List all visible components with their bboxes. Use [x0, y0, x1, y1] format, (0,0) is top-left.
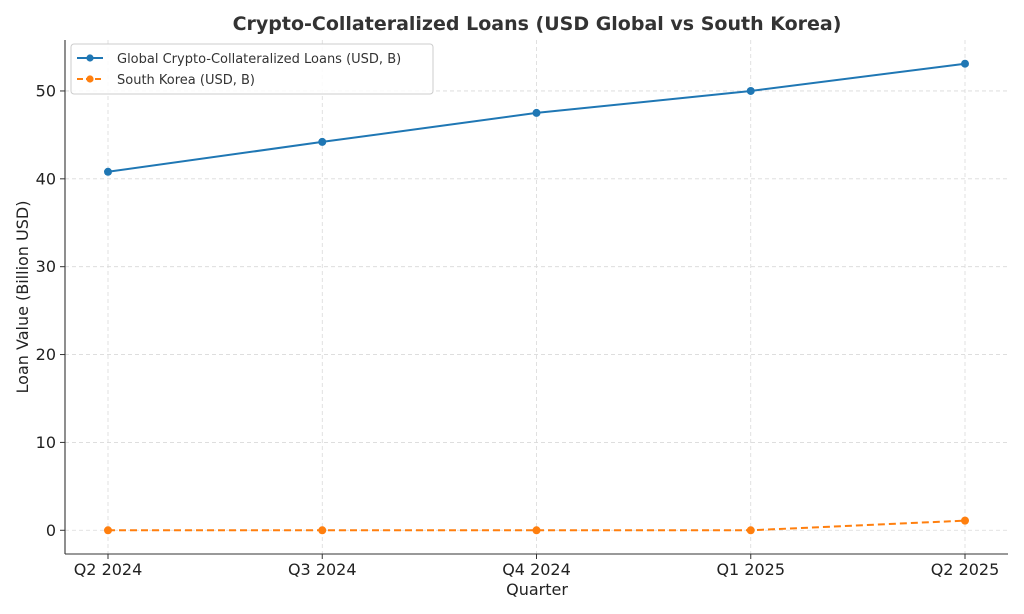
data-point-0 [532, 108, 541, 117]
data-point-0 [961, 59, 969, 68]
data-point-1 [318, 526, 327, 535]
data-point-0 [746, 86, 755, 95]
y-tick-label: 40 [36, 169, 56, 188]
y-tick-label: 0 [46, 521, 56, 540]
data-point-1 [532, 526, 541, 535]
legend-box [70, 43, 434, 95]
x-tick-label: Q2 2025 [931, 560, 1000, 579]
x-tick-label: Q3 2024 [288, 560, 357, 579]
series-layer [104, 59, 969, 535]
legend-marker-korea [86, 75, 94, 83]
x-tick-label: Q4 2024 [502, 560, 571, 579]
y-axis-label: Loan Value (Billion USD) [13, 201, 32, 394]
legend: Global Crypto-Collateralized Loans (USD,… [70, 43, 434, 95]
data-point-0 [104, 167, 112, 176]
legend-marker-global [86, 54, 94, 62]
legend-label-global: Global Crypto-Collateralized Loans (USD,… [117, 52, 401, 67]
data-point-1 [961, 516, 969, 525]
x-tick-label: Q2 2024 [74, 560, 143, 579]
data-point-1 [104, 526, 112, 535]
data-point-1 [746, 526, 755, 535]
x-tick-label: Q1 2025 [716, 560, 785, 579]
chart-title: Crypto-Collateralized Loans (USD Global … [233, 13, 842, 35]
grid-layer [65, 40, 1008, 554]
legend-label-korea: South Korea (USD, B) [117, 73, 255, 88]
axes-layer: 0 10 20 30 40 50 Q2 2024 Q3 2024 Q4 2024 Q1 2025 Q… [36, 40, 1008, 579]
y-tick-label: 30 [36, 257, 56, 276]
y-tick-label: 20 [36, 345, 56, 364]
data-point-0 [318, 137, 327, 146]
x-axis-label: Quarter [506, 580, 568, 599]
y-tick-label: 50 [36, 81, 56, 100]
y-tick-label: 10 [36, 433, 56, 452]
